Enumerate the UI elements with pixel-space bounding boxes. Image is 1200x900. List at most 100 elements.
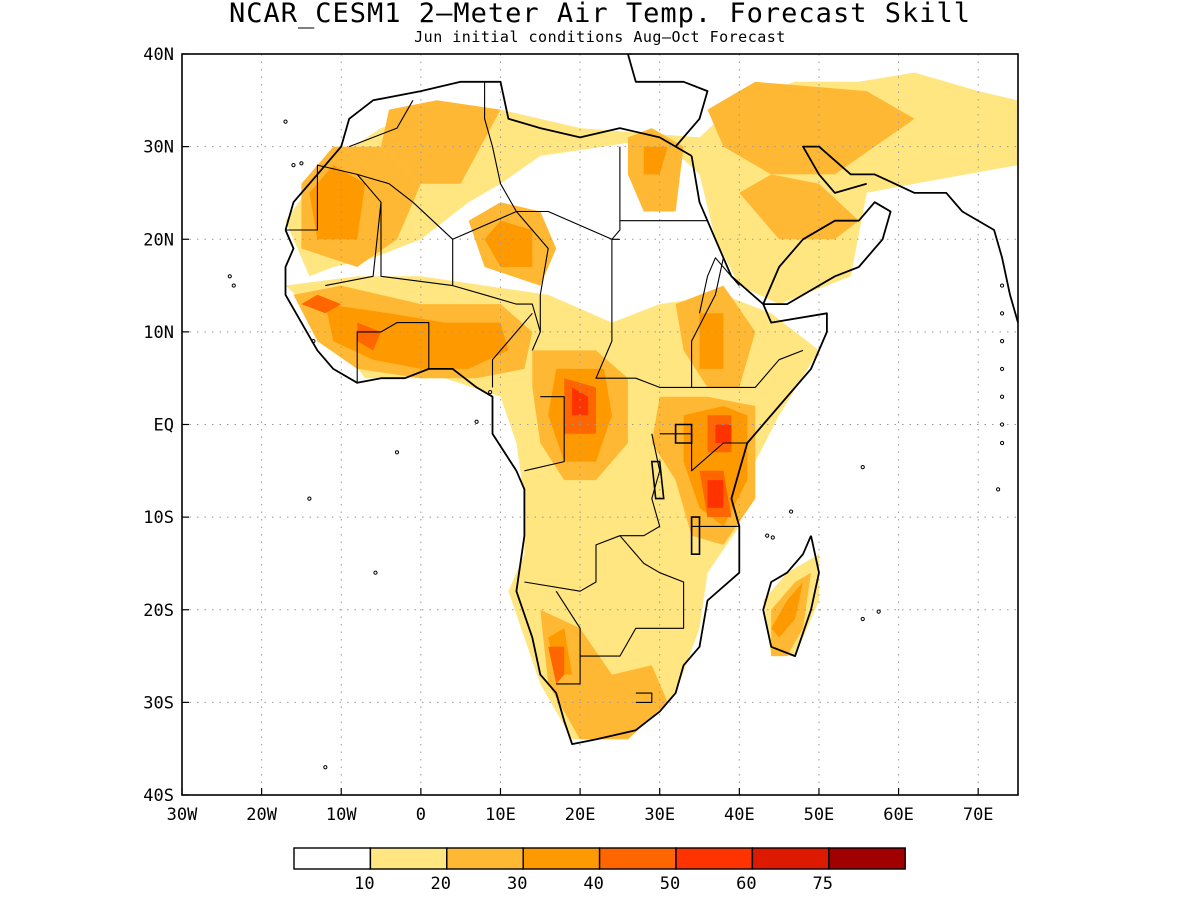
country-border xyxy=(484,81,517,212)
island-outline xyxy=(999,283,1005,288)
skill-colorbar: 10 20 30 40 50 60 75 xyxy=(293,847,906,894)
skill-region-16 xyxy=(484,220,533,267)
island-outline xyxy=(227,274,232,279)
skill-region-30 xyxy=(572,387,589,416)
lake-outline xyxy=(690,516,701,556)
y-tick-label: 20N xyxy=(143,230,174,250)
colorbar-label: 40 xyxy=(583,874,603,894)
country-border xyxy=(356,322,430,383)
island-outline xyxy=(765,533,770,538)
colorbar-label: 50 xyxy=(660,874,680,894)
island-outline xyxy=(291,163,296,168)
colorbar-swatch xyxy=(598,847,677,870)
skill-region-20 xyxy=(699,313,724,369)
skill-region-1 xyxy=(285,276,819,740)
country-border xyxy=(380,202,454,287)
country-border xyxy=(524,396,565,472)
island-outline xyxy=(876,609,881,614)
x-tick-label: 20W xyxy=(246,805,277,825)
island-outline xyxy=(307,496,312,501)
island-outline xyxy=(394,450,400,455)
country-border xyxy=(698,257,740,314)
country-border xyxy=(595,238,724,388)
coastline xyxy=(284,155,828,745)
x-tick-label: 60E xyxy=(883,805,914,825)
colorbar-swatch xyxy=(675,847,754,870)
x-tick-label: 20E xyxy=(565,805,596,825)
colorbar-swatch xyxy=(446,847,524,870)
island-outline xyxy=(999,366,1005,372)
skill-region-29 xyxy=(548,646,565,684)
island-outline xyxy=(995,487,1001,492)
x-tick-label: 0 xyxy=(416,805,426,825)
colorbar-swatch xyxy=(522,847,601,870)
skill-region-24 xyxy=(301,294,342,314)
country-border xyxy=(555,535,685,657)
coastline xyxy=(762,535,820,657)
colorbar-label: 20 xyxy=(431,874,451,894)
island-outline xyxy=(999,422,1005,427)
colorbar-label: 75 xyxy=(813,874,833,894)
colorbar-label: 10 xyxy=(354,874,374,894)
country-border xyxy=(491,312,533,388)
colorbar-swatch xyxy=(293,847,372,870)
skill-region-25 xyxy=(357,322,381,351)
x-tick-label: 30E xyxy=(644,805,675,825)
island-outline xyxy=(488,389,493,395)
island-outline xyxy=(373,570,378,575)
island-outline xyxy=(999,440,1005,446)
latitude-axis: 40N 30N 20N 10N EQ 10S 20S 30S 40S xyxy=(143,45,189,806)
map-title: NCAR_CESM1 2–Meter Air Temp. Forecast Sk… xyxy=(229,0,971,29)
skill-region-31 xyxy=(707,480,724,508)
coastline xyxy=(762,201,892,306)
x-tick-label: 70E xyxy=(963,805,994,825)
lake-outline xyxy=(650,460,665,500)
island-outline xyxy=(860,616,865,622)
y-tick-label: 40N xyxy=(143,45,174,65)
country-border xyxy=(659,433,748,472)
skill-region-7 xyxy=(707,81,915,175)
coastline xyxy=(675,145,693,157)
country-border xyxy=(285,164,382,287)
skill-region-13 xyxy=(540,609,668,740)
y-tick-label: 10N xyxy=(143,323,174,343)
skill-shading-layer xyxy=(285,72,1018,740)
island-outline xyxy=(999,339,1005,344)
country-border xyxy=(349,100,414,148)
x-tick-label: 50E xyxy=(804,805,835,825)
island-outline xyxy=(231,283,236,288)
skill-region-15 xyxy=(309,165,366,240)
colorbar-swatch xyxy=(828,847,906,870)
y-tick-label: 30S xyxy=(143,693,174,713)
map-subtitle: Jun initial conditions Aug–Oct Forecast xyxy=(414,28,786,46)
land-outlines xyxy=(227,54,1018,770)
skill-region-32 xyxy=(715,424,732,443)
skill-region-8 xyxy=(739,174,859,240)
skill-region-17 xyxy=(643,146,668,175)
island-outline xyxy=(788,509,794,514)
country-border xyxy=(524,433,661,592)
y-tick-label: EQ xyxy=(154,416,174,436)
colorbar-label: 30 xyxy=(507,874,527,894)
coastline xyxy=(802,145,1018,323)
y-tick-label: 30N xyxy=(143,138,174,158)
colorbar-swatch xyxy=(369,847,448,870)
island-outline xyxy=(770,535,775,540)
x-tick-label: 30W xyxy=(167,805,198,825)
longitude-axis: 30W 20W 10W 0 10E 20E 30E 40E 50E 60E 70E xyxy=(167,788,994,825)
island-outline xyxy=(323,765,328,770)
island-outline xyxy=(860,465,865,470)
colorbar-label: 60 xyxy=(736,874,756,894)
island-outline xyxy=(999,394,1005,399)
x-tick-label: 40E xyxy=(724,805,755,825)
colorbar-swatch xyxy=(751,847,830,870)
island-outline xyxy=(999,311,1005,316)
skill-region-4 xyxy=(381,100,501,184)
y-tick-label: 40S xyxy=(143,786,174,806)
island-outline xyxy=(474,419,479,424)
country-border xyxy=(556,656,581,685)
x-tick-label: 10E xyxy=(485,805,516,825)
country-border xyxy=(515,211,549,351)
country-border xyxy=(691,349,804,388)
